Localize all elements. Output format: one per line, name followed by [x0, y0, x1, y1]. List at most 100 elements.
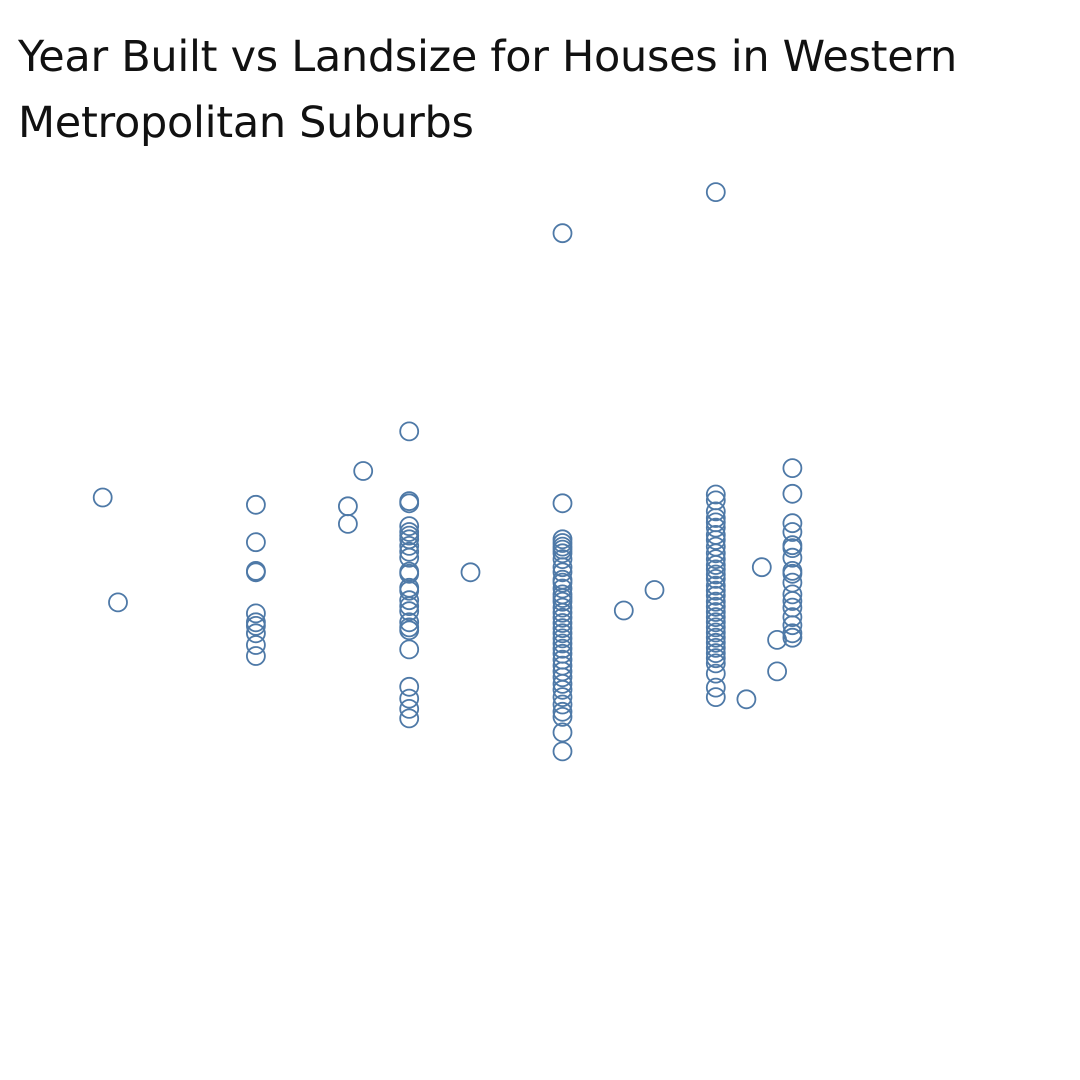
data-point [399, 547, 420, 568]
data-point [353, 461, 374, 481]
data-point [92, 487, 113, 508]
data-point [613, 600, 634, 621]
data-point [399, 590, 420, 611]
data-point [782, 538, 803, 558]
data-point [705, 580, 726, 601]
data-point [782, 615, 803, 636]
data-point [705, 617, 726, 638]
data-point [399, 639, 420, 660]
data-point [399, 516, 420, 536]
data-point [767, 661, 787, 682]
data-point [705, 653, 726, 674]
data-point [552, 623, 573, 644]
data-point [705, 632, 726, 653]
data-point [705, 663, 726, 684]
data-point [705, 648, 726, 669]
data-point [705, 627, 726, 648]
data-point [782, 483, 803, 504]
data-point [552, 607, 573, 628]
data-point [552, 591, 573, 612]
data-point [399, 421, 420, 442]
data-point [399, 580, 420, 601]
data-point [705, 575, 726, 596]
data-point [705, 517, 726, 538]
data-point [736, 689, 757, 710]
data-point [705, 549, 726, 569]
data-point [552, 613, 573, 633]
data-point [552, 741, 573, 762]
data-point [705, 484, 726, 505]
data-point [399, 688, 420, 709]
data-point [782, 607, 803, 627]
data-point [399, 563, 420, 584]
data-point [705, 677, 726, 698]
data-point [552, 722, 573, 743]
data-point [552, 562, 573, 583]
data-point [552, 707, 573, 727]
data-point [552, 667, 573, 688]
data-point [782, 591, 803, 611]
data-point [782, 584, 803, 605]
data-point [399, 493, 420, 514]
data-point [782, 563, 803, 584]
data-point [705, 585, 726, 606]
data-point [552, 694, 573, 715]
data-point [245, 616, 266, 636]
data-point [705, 501, 726, 522]
data-point [705, 530, 726, 550]
data-point [399, 620, 420, 641]
data-point [245, 561, 266, 581]
data-point [399, 699, 420, 719]
data-point [705, 543, 726, 564]
data-point [245, 623, 266, 644]
data-point [399, 676, 420, 697]
data-point [552, 628, 573, 649]
data-point [705, 591, 726, 612]
data-point [552, 633, 573, 654]
data-point [337, 496, 358, 517]
data-point [552, 557, 573, 578]
data-point [552, 602, 573, 623]
data-point [705, 602, 726, 622]
data-point [705, 559, 726, 580]
data-point [399, 596, 420, 616]
data-point [245, 494, 266, 515]
data-point [705, 612, 726, 633]
data-point [782, 547, 803, 568]
data-point [552, 687, 573, 707]
data-point [552, 679, 573, 700]
data-point [782, 458, 803, 479]
data-point [108, 592, 128, 613]
data-point [399, 536, 420, 556]
data-point [245, 532, 266, 553]
scatter-points [92, 182, 803, 762]
data-point [245, 603, 266, 624]
data-point [705, 622, 726, 643]
data-point [399, 541, 420, 562]
data-point [705, 555, 726, 575]
data-point [245, 562, 266, 583]
data-point [245, 646, 266, 666]
data-point [552, 618, 573, 638]
data-point [705, 182, 726, 203]
data-point [552, 638, 573, 659]
data-point [552, 701, 573, 722]
data-point [460, 562, 481, 583]
data-point [705, 564, 726, 585]
data-point [552, 578, 573, 599]
data-point [782, 627, 803, 648]
data-point [644, 580, 665, 600]
data-point [245, 635, 266, 655]
data-point [552, 597, 573, 618]
data-point [399, 708, 420, 729]
data-point [782, 513, 803, 534]
data-point [552, 549, 573, 569]
data-point [705, 687, 726, 707]
chart-title: Year Built vs Landsize for Houses in Wes… [18, 32, 957, 148]
data-point [399, 612, 420, 633]
data-point [782, 522, 803, 542]
data-point [705, 638, 726, 658]
data-point [552, 223, 573, 244]
data-point [552, 674, 573, 694]
